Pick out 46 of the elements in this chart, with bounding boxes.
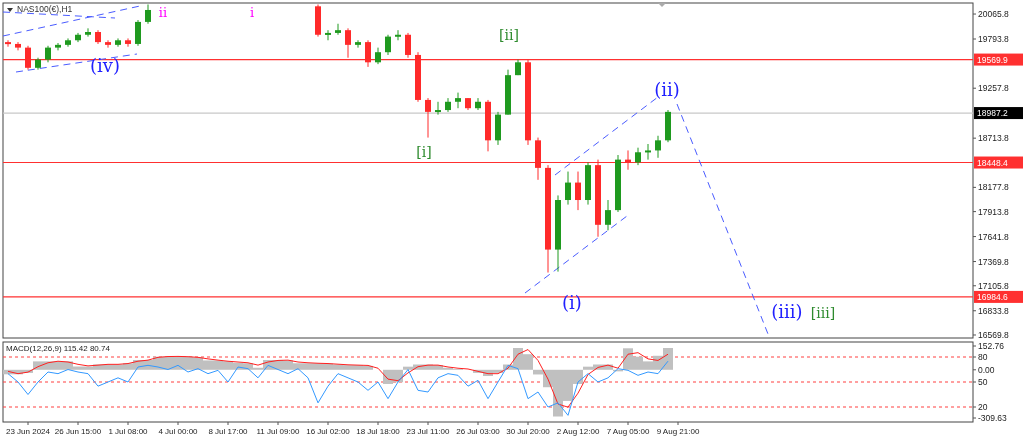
annotation: ii [158,5,168,20]
chart-title: NAS100(€),H1 [17,4,73,14]
annotation: (iv) [90,55,120,76]
chart-title: MACD(12,26,9) 115.42 80.74 [6,344,111,353]
y-tick-label: 0.00 [978,364,995,375]
y-tick-label: 16833.8 [978,305,1009,316]
x-tick-label: 11 Jul 09:00 [256,427,301,436]
x-tick-label: 18 Jul 18:00 [356,427,401,436]
y-tick-label: 152.76 [978,341,1005,351]
annotation: (iii) [771,301,803,322]
y-tick-label: 19793.8 [978,34,1009,45]
y-tick-label: 18177.8 [978,182,1009,193]
x-tick-label: 30 Jul 20:00 [506,427,551,436]
x-tick-label: 23 Jun 2024 [5,427,51,436]
y-tick-label: 16569.8 [978,329,1009,340]
y-tick-label: 19257.8 [978,83,1009,94]
y-tick-label: 17369.8 [978,256,1009,267]
ref-line-label: 19569.9 [977,54,1008,65]
ref-line-label: 16984.6 [977,291,1008,302]
x-tick-label: 4 Jul 00:00 [158,427,199,436]
x-tick-label: 9 Aug 21:00 [656,427,700,436]
y-tick-label: 17641.8 [978,231,1009,242]
x-tick-label: 16 Jul 02:00 [306,427,351,436]
y2-tick-label: 20 [978,402,988,412]
y-tick-label: -309.63 [978,413,1008,423]
x-tick-label: 1 Jul 08:00 [108,427,149,436]
ref-line-label: 18987.2 [977,108,1008,119]
x-tick-label: 7 Aug 05:00 [606,427,650,436]
annotation: i [249,5,255,20]
x-tick-label: 8 Jul 17:00 [208,427,249,436]
ref-line-label: 18448.4 [977,157,1008,168]
y2-tick-label: 50 [978,377,988,387]
y-tick-label: 20065.8 [978,9,1009,20]
y-tick-label: 17105.8 [978,280,1009,291]
x-tick-label: 2 Aug 12:00 [556,427,600,436]
x-tick-label: 23 Jul 11:00 [406,427,451,436]
annotation: (i) [562,292,582,313]
annotation: [iii] [810,305,836,321]
annotation: (ii) [654,79,680,100]
y2-tick-label: 80 [978,352,988,362]
annotation: [ii] [499,27,519,43]
annotation: [i] [416,144,432,160]
x-tick-label: 26 Jul 03:00 [456,427,501,436]
y-tick-label: 18713.8 [978,133,1009,144]
y-tick-label: 17913.8 [978,206,1009,217]
x-tick-label: 26 Jun 15:00 [54,427,102,436]
